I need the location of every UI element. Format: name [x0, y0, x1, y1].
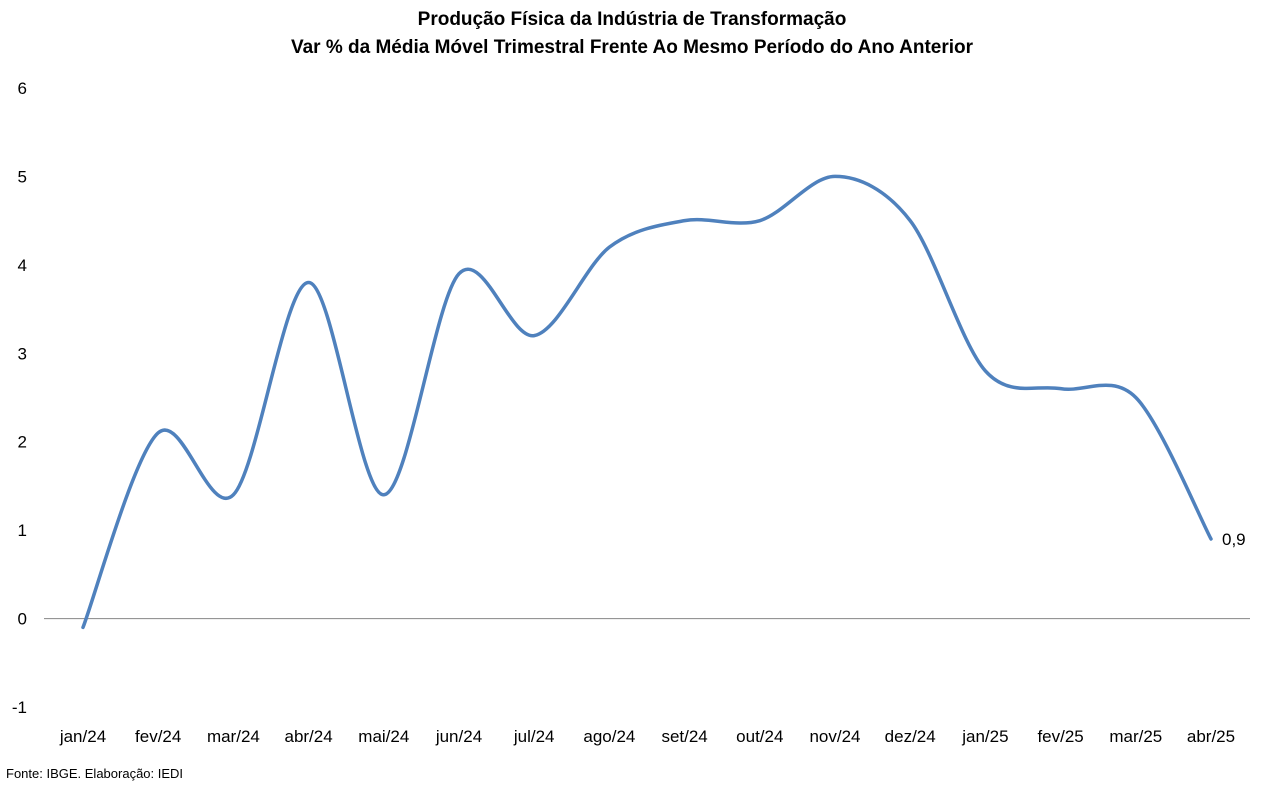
x-tick-label: abr/25 — [1187, 727, 1235, 746]
x-tick-label: out/24 — [736, 727, 783, 746]
y-tick-label: 2 — [18, 433, 27, 452]
x-tick-label: abr/24 — [284, 727, 332, 746]
x-tick-label: mar/24 — [207, 727, 260, 746]
source-note: Fonte: IBGE. Elaboração: IEDI — [6, 766, 184, 781]
x-tick-label: fev/25 — [1037, 727, 1083, 746]
x-tick-label: fev/24 — [135, 727, 181, 746]
chart-subtitle: Var % da Média Móvel Trimestral Frente A… — [290, 37, 974, 58]
data-label-last: 0,9 — [1222, 530, 1246, 549]
series-group — [81, 174, 1213, 630]
chart-title-block: Produção Física da Indústria de Transfor… — [0, 6, 1264, 62]
x-tick-label: nov/24 — [809, 727, 860, 746]
x-tick-label: jan/25 — [961, 727, 1008, 746]
y-axis-tick-labels: -1 0 1 2 3 4 5 6 — [12, 79, 27, 717]
x-axis-tick-labels: jan/24 fev/24 mar/24 abr/24 mai/24 jun/24 jul/… — [59, 727, 1235, 746]
x-tick-label: mar/25 — [1109, 727, 1162, 746]
x-tick-label: jun/24 — [435, 727, 482, 746]
x-tick-label: jan/24 — [59, 727, 106, 746]
x-tick-label: dez/24 — [885, 727, 936, 746]
y-tick-label: 3 — [18, 344, 27, 363]
y-tick-label: 5 — [18, 167, 27, 186]
y-tick-label: 0 — [18, 610, 27, 629]
series-line — [81, 174, 1213, 630]
x-tick-label: jul/24 — [513, 727, 555, 746]
annotations: 0,9 — [1222, 530, 1246, 549]
y-tick-label: -1 — [12, 698, 27, 717]
chart-title: Produção Física da Indústria de Transfor… — [417, 9, 847, 30]
x-tick-label: ago/24 — [583, 727, 635, 746]
x-tick-label: mai/24 — [358, 727, 409, 746]
x-tick-label: set/24 — [661, 727, 707, 746]
y-tick-label: 1 — [18, 521, 27, 540]
y-tick-label: 6 — [18, 79, 27, 98]
y-tick-label: 4 — [18, 256, 27, 275]
